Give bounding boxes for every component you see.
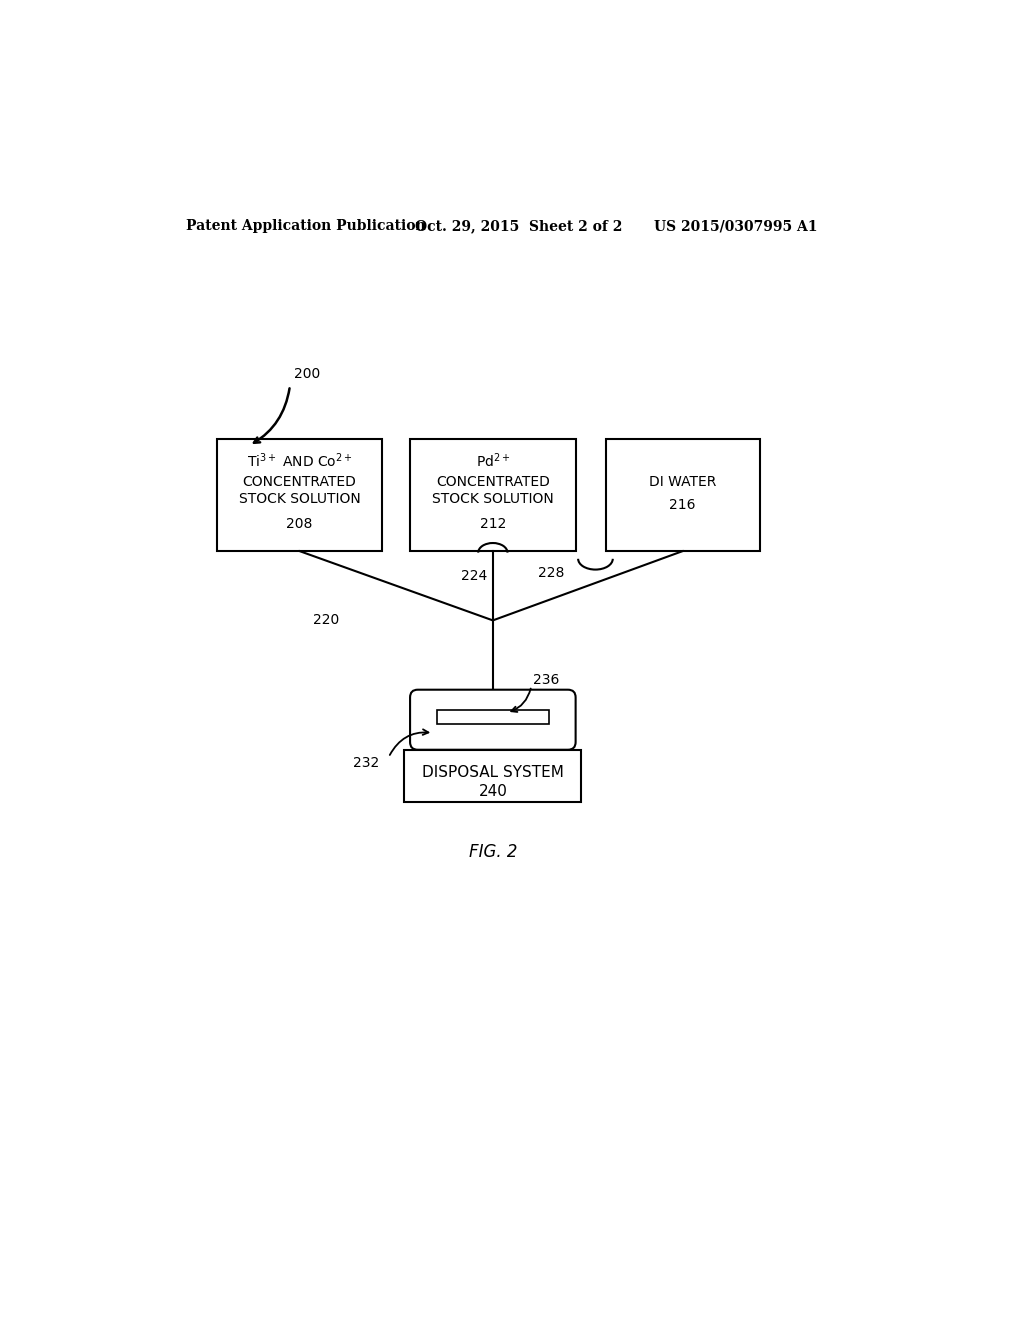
Text: 232: 232 bbox=[353, 756, 379, 770]
Text: 212: 212 bbox=[479, 517, 506, 531]
Text: Oct. 29, 2015  Sheet 2 of 2: Oct. 29, 2015 Sheet 2 of 2 bbox=[416, 219, 623, 234]
Text: DI WATER: DI WATER bbox=[649, 475, 717, 488]
Text: 208: 208 bbox=[287, 517, 312, 531]
Text: 216: 216 bbox=[670, 498, 696, 512]
Text: Patent Application Publication: Patent Application Publication bbox=[186, 219, 426, 234]
Text: 240: 240 bbox=[478, 784, 507, 799]
Text: 224: 224 bbox=[461, 569, 486, 582]
Bar bbox=[437, 710, 549, 723]
Text: STOCK SOLUTION: STOCK SOLUTION bbox=[239, 492, 360, 506]
Text: Pd$^{2+}$: Pd$^{2+}$ bbox=[475, 451, 510, 470]
Text: US 2015/0307995 A1: US 2015/0307995 A1 bbox=[654, 219, 817, 234]
FancyBboxPatch shape bbox=[410, 689, 575, 750]
Text: Ti$^{3+}$ AND Co$^{2+}$: Ti$^{3+}$ AND Co$^{2+}$ bbox=[247, 451, 352, 470]
Bar bbox=[605, 440, 760, 552]
Bar bbox=[217, 440, 382, 552]
Text: FIG. 2: FIG. 2 bbox=[469, 843, 517, 861]
Text: 220: 220 bbox=[313, 614, 340, 627]
Text: DISPOSAL SYSTEM: DISPOSAL SYSTEM bbox=[422, 766, 564, 780]
Bar bbox=[404, 750, 582, 803]
Text: 228: 228 bbox=[538, 566, 564, 579]
Text: 200: 200 bbox=[294, 367, 321, 381]
Text: 236: 236 bbox=[532, 673, 559, 688]
Text: STOCK SOLUTION: STOCK SOLUTION bbox=[432, 492, 554, 506]
Text: CONCENTRATED: CONCENTRATED bbox=[436, 475, 550, 488]
Bar bbox=[410, 440, 575, 552]
Text: CONCENTRATED: CONCENTRATED bbox=[243, 475, 356, 488]
